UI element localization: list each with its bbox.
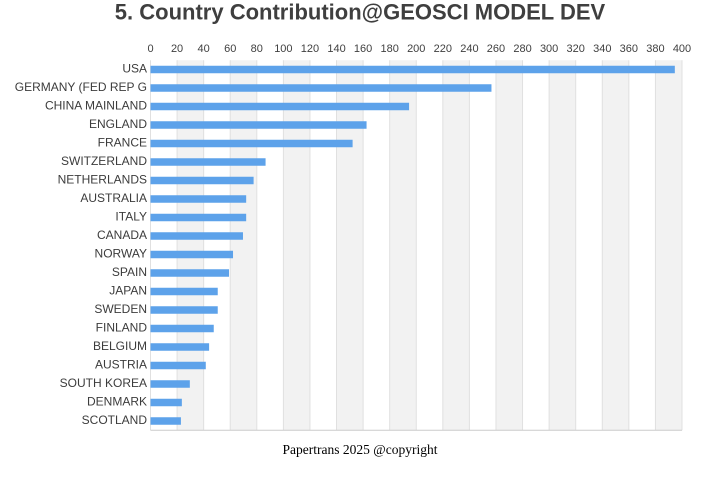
- svg-text:FRANCE: FRANCE: [98, 136, 147, 150]
- svg-text:320: 320: [567, 43, 585, 55]
- svg-text:80: 80: [251, 43, 263, 55]
- svg-text:USA: USA: [122, 62, 147, 76]
- svg-text:NETHERLANDS: NETHERLANDS: [58, 173, 147, 187]
- svg-text:SWITZERLAND: SWITZERLAND: [61, 154, 147, 168]
- svg-text:100: 100: [274, 43, 292, 55]
- svg-text:200: 200: [407, 43, 425, 55]
- svg-text:240: 240: [460, 43, 478, 55]
- svg-text:JAPAN: JAPAN: [109, 284, 147, 298]
- svg-text:160: 160: [354, 43, 372, 55]
- svg-text:SWEDEN: SWEDEN: [94, 302, 147, 316]
- svg-text:NORWAY: NORWAY: [95, 247, 147, 261]
- svg-text:ENGLAND: ENGLAND: [89, 117, 147, 131]
- svg-text:140: 140: [327, 43, 345, 55]
- svg-text:DENMARK: DENMARK: [87, 395, 147, 409]
- svg-text:ITALY: ITALY: [115, 210, 147, 224]
- svg-text:220: 220: [434, 43, 452, 55]
- svg-text:SPAIN: SPAIN: [112, 265, 147, 279]
- svg-text:280: 280: [513, 43, 531, 55]
- svg-text:BELGIUM: BELGIUM: [93, 339, 147, 353]
- svg-text:SCOTLAND: SCOTLAND: [82, 413, 148, 427]
- svg-text:60: 60: [224, 43, 236, 55]
- svg-text:CANADA: CANADA: [97, 228, 147, 242]
- svg-text:CHINA MAINLAND: CHINA MAINLAND: [45, 99, 147, 113]
- svg-text:260: 260: [487, 43, 505, 55]
- svg-text:360: 360: [620, 43, 638, 55]
- svg-text:SOUTH KOREA: SOUTH KOREA: [60, 376, 147, 390]
- svg-text:AUSTRIA: AUSTRIA: [95, 358, 147, 372]
- svg-text:380: 380: [646, 43, 664, 55]
- svg-text:AUSTRALIA: AUSTRALIA: [80, 191, 147, 205]
- svg-text:400: 400: [673, 43, 691, 55]
- svg-text:GERMANY (FED REP G: GERMANY (FED REP G: [15, 80, 147, 94]
- svg-text:5. Country Contribution@GEOSCI: 5. Country Contribution@GEOSCI MODEL DEV: [115, 0, 606, 25]
- svg-text:340: 340: [593, 43, 611, 55]
- svg-text:20: 20: [171, 43, 183, 55]
- svg-text:FINLAND: FINLAND: [96, 321, 148, 335]
- svg-text:120: 120: [301, 43, 319, 55]
- svg-text:Papertrans 2025 @copyright: Papertrans 2025 @copyright: [283, 442, 438, 457]
- svg-text:40: 40: [198, 43, 210, 55]
- svg-text:300: 300: [540, 43, 558, 55]
- svg-text:0: 0: [147, 43, 153, 55]
- svg-text:180: 180: [381, 43, 399, 55]
